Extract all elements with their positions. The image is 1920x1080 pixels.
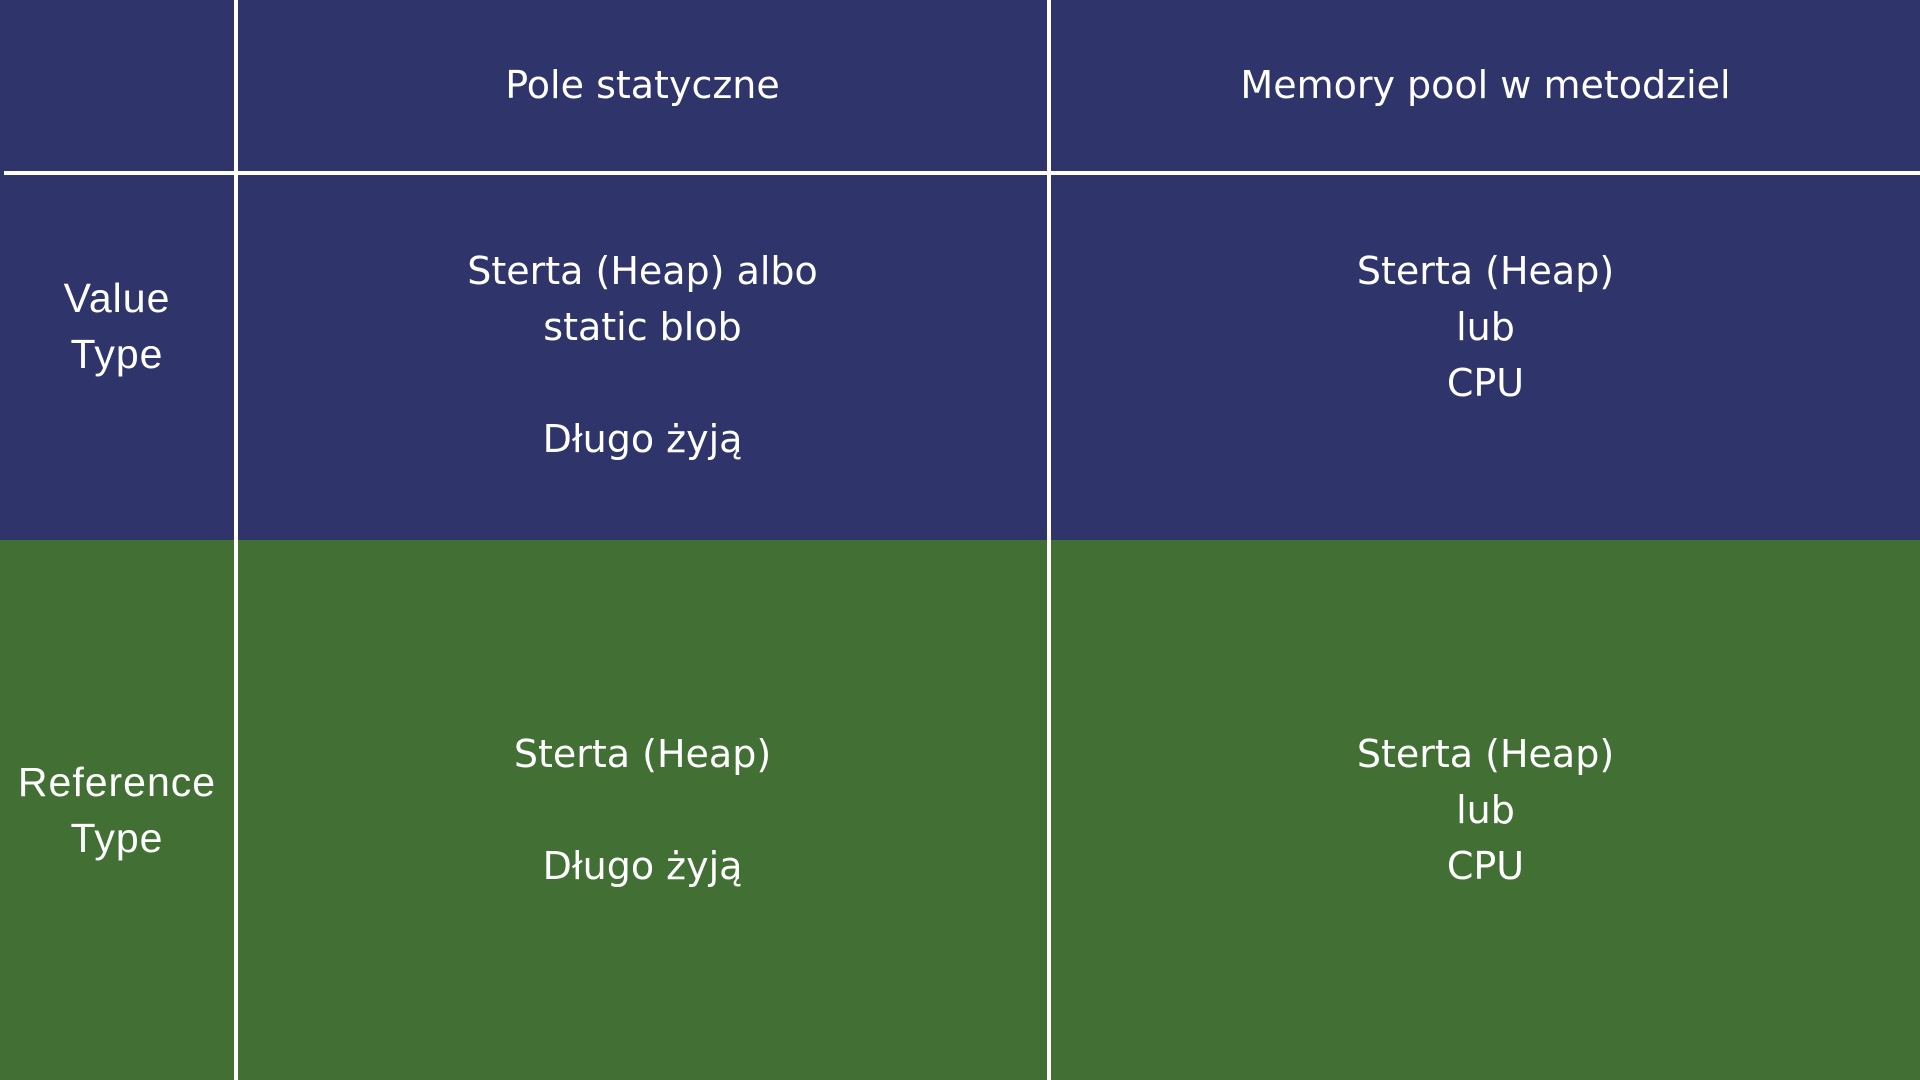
- middle-column-divider: [1047, 0, 1051, 1080]
- column-header-static-field: Pole statyczne: [505, 63, 780, 107]
- top-band: [0, 0, 1920, 540]
- label-column-divider: [234, 0, 238, 1080]
- column-header-memory-pool: Memory pool w metodziel: [1240, 63, 1731, 107]
- bottom-band: [0, 540, 1920, 1080]
- row-label-reference-type: Reference Type: [17, 759, 217, 861]
- cell-value-type-static-field: Sterta (Heap) albo static blob Długo żyj…: [467, 249, 818, 461]
- row-label-value-type: Value Type: [63, 275, 171, 377]
- cell-reference-type-memory-pool: Sterta (Heap) lub CPU: [1356, 732, 1615, 888]
- header-divider: [4, 171, 1920, 175]
- cell-reference-type-static-field: Sterta (Heap) Długo żyją: [513, 732, 772, 888]
- corner-cell: [0, 20, 234, 150]
- cell-value-type-memory-pool: Sterta (Heap) lub CPU: [1356, 249, 1615, 405]
